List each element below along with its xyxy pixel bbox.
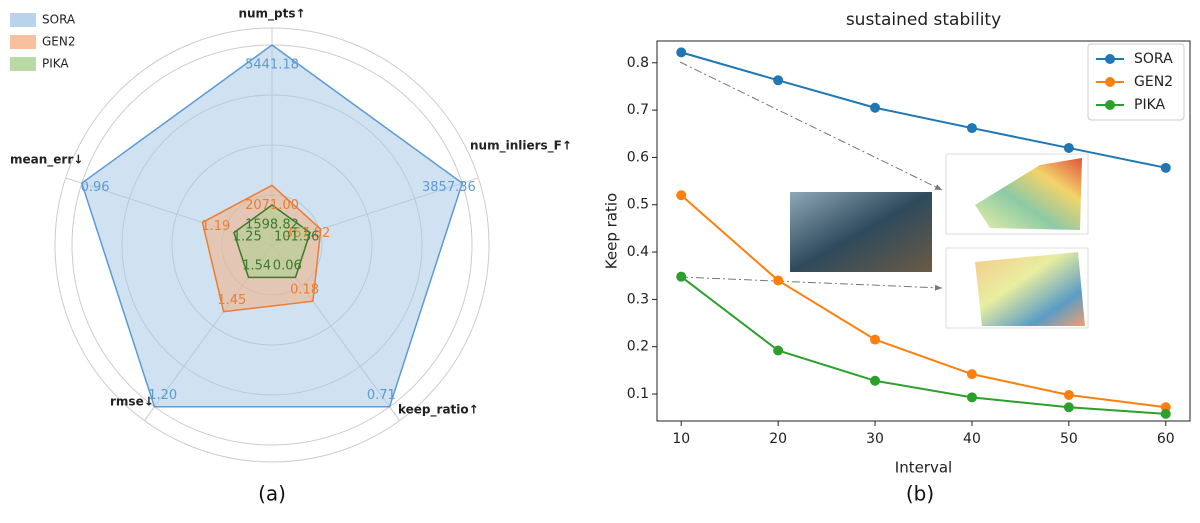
legend-label: SORA [42, 13, 76, 27]
series-point [773, 275, 784, 286]
value-label: 3857.36 [422, 180, 476, 195]
series-point [773, 75, 784, 86]
axis-label: rmse↓ [110, 395, 154, 409]
legend-label: GEN2 [42, 35, 76, 49]
value-label: 0.96 [81, 180, 110, 195]
x-tick-label: 10 [672, 431, 690, 447]
legend-swatch [10, 13, 36, 27]
legend-marker [1105, 77, 1115, 87]
series-point [1063, 389, 1074, 400]
value-label: 1.45 [217, 293, 246, 308]
x-tick-label: 50 [1060, 431, 1078, 447]
value-label: 1.25 [233, 229, 262, 244]
series-point [1160, 408, 1171, 419]
series-point [870, 375, 881, 386]
value-label: 1598.82 [245, 218, 299, 233]
x-tick-label: 20 [769, 431, 787, 447]
y-tick-label: 0.3 [627, 291, 649, 307]
value-label: 0.71 [367, 388, 396, 403]
legend-label: PIKA [1134, 97, 1166, 113]
value-label: 0.06 [273, 259, 302, 274]
series-point [870, 102, 881, 113]
legend-label: GEN2 [1134, 74, 1173, 90]
value-label: 367.82 [285, 226, 331, 241]
value-label: 1.20 [148, 388, 177, 403]
y-tick-label: 0.2 [627, 339, 649, 355]
legend-swatch [10, 57, 36, 71]
legend-label: SORA [1134, 51, 1173, 67]
series-line [680, 194, 1166, 409]
caption: (a) [258, 482, 286, 506]
value-label: 101.36 [274, 229, 320, 244]
y-tick-label: 0.5 [627, 197, 649, 213]
value-label: 0.18 [290, 282, 319, 297]
chart-title: sustained stability [846, 10, 1001, 30]
legend-swatch [10, 35, 36, 49]
series-point [676, 47, 687, 58]
axis-label: keep_ratio↑ [398, 403, 479, 418]
series-point [870, 334, 881, 345]
x-tick-label: 30 [866, 431, 884, 447]
series-point [676, 271, 687, 282]
legend-label: PIKA [42, 57, 69, 71]
value-label: 1.54 [242, 259, 271, 274]
value-label: 2071.00 [245, 198, 299, 213]
series-point [966, 392, 977, 403]
series-point [966, 123, 977, 134]
y-axis-label: Keep ratio [603, 193, 621, 269]
y-tick-label: 0.6 [627, 149, 649, 165]
y-tick-label: 0.1 [627, 386, 649, 402]
y-tick-label: 0.8 [627, 55, 649, 71]
series-line [680, 275, 1166, 415]
y-tick-label: 0.4 [627, 244, 649, 260]
series-point [1160, 162, 1171, 173]
axis-label: num_inliers_F↑ [470, 139, 572, 154]
caption: (b) [906, 482, 934, 506]
y-tick-label: 0.7 [627, 102, 649, 118]
series-line [680, 51, 1166, 169]
series-point [773, 345, 784, 356]
inset-images [679, 61, 1089, 329]
value-label: 1.19 [201, 219, 230, 234]
legend-marker [1105, 100, 1115, 110]
series-point [1063, 402, 1074, 413]
x-tick-label: 60 [1157, 431, 1175, 447]
plot-frame [656, 40, 1191, 422]
axis-label: num_pts↑ [238, 7, 305, 22]
series-point [966, 369, 977, 380]
value-label: 5441.18 [245, 58, 299, 73]
x-tick-label: 40 [963, 431, 981, 447]
x-axis-label: Interval [895, 459, 952, 477]
legend-marker [1105, 54, 1115, 64]
series-point [676, 190, 687, 201]
radar-area [233, 204, 311, 279]
series-point [1063, 142, 1074, 153]
axis-label: mean_err↓ [10, 153, 83, 168]
